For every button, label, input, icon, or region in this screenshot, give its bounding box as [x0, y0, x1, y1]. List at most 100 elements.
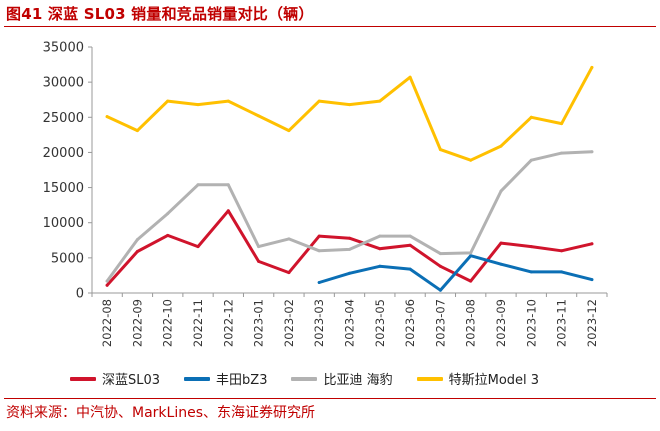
legend-item: 深蓝SL03 [70, 369, 160, 388]
legend-label: 比亚迪 海豹 [323, 373, 393, 388]
data-point [135, 238, 139, 242]
series-path [105, 65, 594, 162]
data-point [499, 189, 503, 193]
data-point [257, 259, 261, 263]
data-point [469, 251, 473, 255]
y-tick-label: 25000 [43, 111, 84, 126]
data-point [226, 183, 230, 187]
legend-item: 特斯拉Model 3 [416, 369, 539, 388]
data-point [378, 247, 382, 251]
title-divider [4, 26, 656, 27]
series-path [105, 150, 594, 283]
data-point [196, 103, 200, 107]
data-point [348, 247, 351, 251]
x-tick-label: 2022-10 [161, 299, 175, 347]
y-tick-label: 0 [76, 287, 84, 302]
y-tick-label: 10000 [43, 216, 84, 231]
data-point [287, 237, 291, 241]
x-tick-label: 2023-01 [252, 299, 266, 347]
chart-legend: 深蓝SL03 丰田bZ3 比亚迪 海豹 特斯拉Model 3 [70, 369, 650, 388]
data-point [438, 288, 442, 292]
x-tick-label: 2023-08 [464, 299, 478, 347]
x-tick-label: 2023-06 [403, 299, 417, 347]
x-tick-label: 2023-10 [524, 299, 538, 347]
data-point [105, 283, 109, 287]
data-point [529, 115, 533, 119]
data-point [560, 270, 564, 274]
legend-item: 丰田bZ3 [184, 369, 267, 388]
data-point [560, 122, 564, 126]
y-tick-label: 20000 [43, 146, 84, 161]
data-point [469, 254, 473, 258]
data-point [408, 234, 412, 238]
legend-swatch [291, 376, 318, 381]
legend-label: 丰田bZ3 [216, 373, 268, 388]
data-point [378, 99, 382, 103]
data-point [378, 264, 382, 268]
data-point [590, 242, 594, 246]
data-point [317, 234, 321, 238]
legend-swatch [184, 376, 211, 381]
x-tick-label: 2023-04 [343, 299, 357, 347]
data-point [105, 115, 109, 119]
data-point [196, 245, 200, 249]
legend-item: 比亚迪 海豹 [291, 369, 393, 388]
data-point [348, 271, 351, 275]
legend-swatch [416, 376, 443, 381]
y-tick-label: 30000 [43, 76, 84, 91]
data-point [529, 158, 533, 162]
x-tick-label: 2023-09 [494, 299, 508, 347]
data-point [469, 279, 473, 283]
data-point [257, 245, 261, 249]
x-tick-label: 2023-12 [585, 299, 599, 347]
data-point [166, 233, 170, 237]
x-tick-label: 2022-09 [130, 299, 144, 347]
data-point [166, 212, 170, 216]
data-point [438, 252, 442, 256]
data-point [166, 99, 170, 103]
series-path [317, 254, 594, 292]
data-point [499, 262, 503, 266]
data-point [560, 249, 564, 253]
x-tick-label: 2022-08 [100, 299, 114, 347]
y-tick-label: 15000 [43, 181, 84, 196]
x-tick-label: 2022-12 [221, 299, 235, 347]
data-point [499, 144, 503, 148]
data-point [196, 183, 200, 187]
x-tick-label: 2023-07 [433, 299, 447, 347]
x-tick-label: 2022-11 [191, 299, 205, 347]
source-divider [4, 398, 656, 399]
data-point [105, 279, 109, 283]
data-point [287, 271, 291, 275]
data-point [590, 150, 594, 154]
data-point [499, 241, 503, 245]
series-line [317, 254, 594, 292]
y-tick-label: 5000 [51, 251, 84, 266]
data-point [317, 281, 321, 284]
data-point [590, 65, 594, 69]
data-point [257, 114, 261, 118]
y-axis: 0 5000 10000 15000 20000 25000 30000 35000 [43, 41, 93, 302]
series-line [105, 65, 594, 162]
x-tick-label: 2023-02 [282, 299, 296, 347]
x-axis: 2022-08 2022-09 2022-10 2022-11 2022-12 2023-… [91, 292, 608, 347]
legend-label: 深蓝SL03 [102, 373, 161, 388]
data-point [438, 148, 442, 152]
data-point [560, 151, 564, 155]
source-note: 资料来源：中汽协、MarkLines、东海证券研究所 [6, 405, 315, 421]
data-point [348, 103, 351, 107]
series-layer [105, 65, 594, 292]
x-tick-label: 2023-11 [555, 299, 569, 347]
data-point [408, 267, 412, 271]
series-line [105, 209, 594, 287]
series-line [105, 150, 594, 283]
y-tick-label: 35000 [43, 41, 84, 56]
data-point [348, 236, 351, 240]
figure-title: 图41 深蓝 SL03 销量和竞品销量对比（辆） [6, 5, 314, 23]
data-point [226, 209, 230, 213]
data-point [287, 129, 291, 133]
data-point [469, 158, 473, 162]
legend-swatch [70, 376, 96, 381]
data-point [226, 99, 230, 103]
data-point [317, 99, 321, 103]
